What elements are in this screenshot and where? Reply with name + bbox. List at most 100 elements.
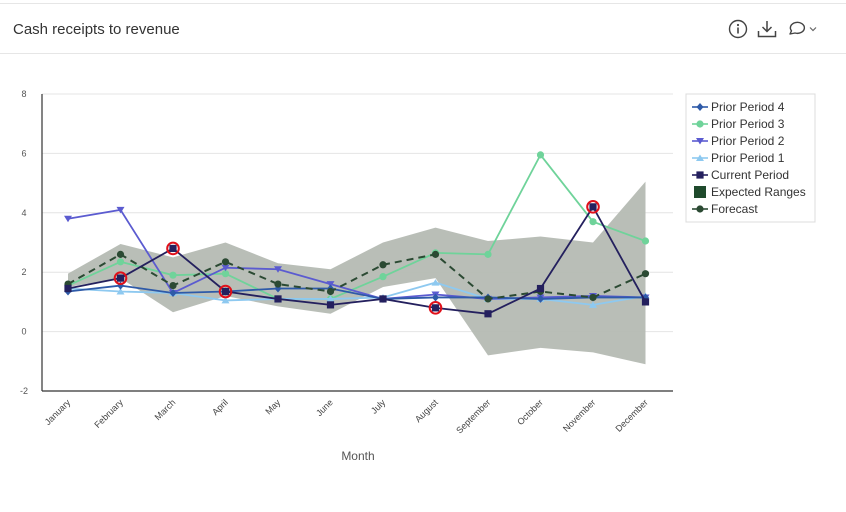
- chart-title: Cash receipts to revenue: [13, 21, 180, 38]
- anomaly-marker: [586, 200, 600, 214]
- x-tick-label: March: [153, 397, 178, 422]
- legend-marker-current-period: [696, 171, 704, 179]
- legend-label-expected-ranges: Expected Ranges: [711, 185, 806, 199]
- x-tick-label: January: [43, 397, 73, 427]
- forecast-point: [326, 287, 335, 296]
- forecast-point: [274, 280, 282, 288]
- y-tick-label: 4: [21, 208, 26, 218]
- x-tick-label: April: [210, 397, 230, 417]
- current-period-point: [484, 310, 492, 318]
- comment-icon: [789, 21, 806, 35]
- legend: Prior Period 4 Prior Period 3 Prior Period…: [685, 93, 816, 223]
- prior-period-2-point: [221, 264, 230, 272]
- prior-period-1-point: [589, 301, 597, 308]
- prior-period-2-point: [274, 266, 282, 273]
- y-tick-label: -2: [20, 386, 28, 396]
- prior-period-3-point: [379, 273, 387, 281]
- prior-period-3-point: [589, 218, 597, 226]
- x-tick-label: September: [454, 397, 492, 435]
- legend-marker-prior-period-2: [696, 138, 704, 145]
- current-period-point: [169, 244, 177, 253]
- legend-marker-prior-period-3: [696, 120, 704, 128]
- legend-label-prior-period-3: Prior Period 3: [711, 117, 785, 131]
- prior-period-3-point: [221, 270, 230, 278]
- info-button[interactable]: [728, 19, 748, 39]
- legend-marker-forecast: [696, 205, 704, 213]
- card-header: Cash receipts to revenue: [0, 4, 846, 54]
- prior-period-3-point: [536, 151, 545, 159]
- toolbar: [728, 19, 818, 39]
- x-tick-label: February: [92, 397, 125, 430]
- prior-period-1-line: [67, 281, 646, 306]
- legend-label-prior-period-2: Prior Period 2: [711, 134, 785, 148]
- x-axis-title: Month: [341, 449, 374, 463]
- x-tick-label: October: [515, 397, 545, 427]
- current-period-point: [64, 284, 72, 293]
- forecast-point: [116, 250, 125, 258]
- y-tick-label: 0: [21, 327, 26, 337]
- x-tick-label: December: [613, 397, 649, 433]
- legend-marker-prior-period-4: [696, 103, 704, 111]
- current-period-point: [379, 295, 387, 303]
- prior-period-4-point: [169, 288, 177, 297]
- prior-period-3-point: [116, 258, 125, 266]
- prior-period-4-point: [537, 294, 544, 303]
- y-tick-label: 8: [21, 89, 26, 99]
- current-period-point: [221, 287, 230, 296]
- current-period-point: [589, 203, 597, 211]
- current-period-point: [641, 298, 650, 306]
- prior-period-3-line: [67, 153, 646, 300]
- forecast-point: [431, 250, 440, 258]
- prior-period-1-point: [326, 295, 335, 302]
- prior-period-4-point: [432, 293, 439, 302]
- forecast-point: [641, 270, 650, 278]
- x-tick-label: July: [369, 397, 388, 416]
- legend-swatch-expected-ranges: [694, 186, 706, 198]
- forecast-line: [67, 253, 646, 300]
- prior-period-2-line: [67, 208, 646, 300]
- forecast-point: [221, 258, 230, 266]
- anomaly-marker: [166, 241, 180, 256]
- forecast-point: [169, 281, 177, 290]
- x-tick-label: May: [263, 397, 282, 416]
- prior-period-3-point: [641, 237, 650, 245]
- current-period-point: [536, 284, 545, 293]
- download-icon: [757, 21, 777, 38]
- x-tick-label: June: [314, 397, 335, 418]
- comment-button[interactable]: [786, 19, 818, 39]
- forecast-point: [589, 293, 597, 302]
- forecast-point: [379, 261, 387, 269]
- x-tick-label: August: [413, 397, 440, 424]
- anomaly-marker: [218, 284, 233, 299]
- legend-label-prior-period-4: Prior Period 4: [711, 100, 785, 114]
- current-period-point: [431, 304, 440, 312]
- legend-marker-prior-period-1: [696, 154, 704, 161]
- prior-period-1-point: [431, 279, 440, 286]
- chevron-down-icon[interactable]: [808, 24, 818, 34]
- forecast-point: [484, 295, 492, 303]
- legend-label-prior-period-1: Prior Period 1: [711, 151, 785, 165]
- prior-period-1-point: [116, 288, 125, 295]
- prior-period-1-point: [221, 296, 230, 304]
- anomaly-marker: [113, 271, 128, 285]
- y-tick-label: 2: [21, 267, 26, 277]
- current-period-point: [274, 295, 282, 303]
- current-period-point: [116, 274, 125, 282]
- anomaly-marker: [428, 301, 443, 315]
- prior-period-2-point: [326, 281, 335, 288]
- y-tick-label: 6: [21, 148, 26, 158]
- prior-period-3-point: [169, 271, 177, 279]
- expected-range-band: [68, 181, 646, 365]
- prior-period-2-point: [116, 206, 125, 214]
- prior-period-4-line: [67, 284, 646, 300]
- legend-label-forecast: Forecast: [711, 202, 758, 216]
- download-button[interactable]: [756, 19, 778, 39]
- legend-label-current-period: Current Period: [711, 168, 789, 182]
- prior-period-3-point: [484, 250, 492, 258]
- prior-period-2-point: [64, 215, 72, 223]
- current-period-point: [326, 301, 335, 309]
- chart-area: -2 0 2 4 6 8 January February March April May June J…: [20, 89, 816, 463]
- info-icon: [728, 19, 748, 39]
- current-period-line: [67, 205, 647, 315]
